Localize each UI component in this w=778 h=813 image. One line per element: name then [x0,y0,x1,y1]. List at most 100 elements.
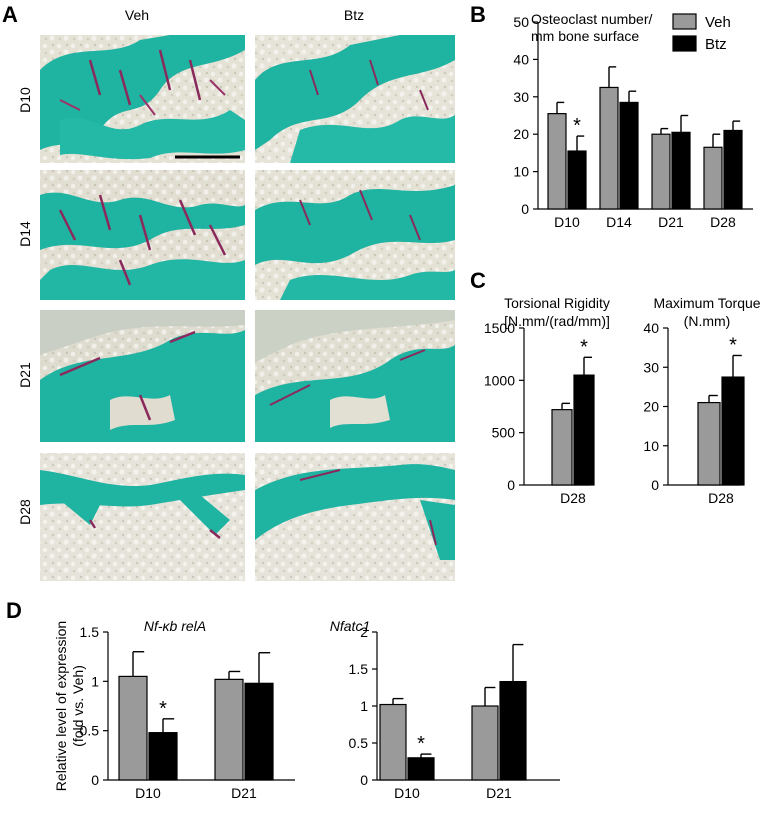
chart-title-line: mm bone surface [531,28,639,44]
histology-image-btz-d14 [255,170,455,300]
bar-veh-d10 [118,675,148,781]
chart-title: Maximum Torque (N.mm) [653,295,760,329]
chart-title: Nf-κb relA [144,618,206,634]
histology-image-btz-d21 [255,310,455,442]
bar-btz-d10 [148,732,178,781]
chart-title: Osteoclast number/mm bone surface [531,11,652,44]
y-axis-label: Relative level of expression(fold vs. Ve… [53,621,86,791]
bar-veh-d21 [214,678,244,781]
y-tick-label: 1.5 [349,661,369,677]
chart-title-line: Nfatc1 [330,618,370,634]
y-tick-label: 2 [360,624,368,640]
histology-col-label-btz: Btz [344,7,364,23]
bar-btz-d21 [244,682,274,781]
chart-nfkb-rela: Nf-κb relA Relative level of expression(f… [53,618,295,801]
bar-btz-d14 [619,101,639,210]
significance-marker: * [417,733,425,755]
y-tick-label: 40 [513,51,529,67]
histology-image-veh-d14 [40,170,245,300]
y-tick-label: 30 [513,89,529,105]
y-tick-label: 20 [643,399,659,415]
legend-label-veh: Veh [705,14,731,31]
x-tick-label: D28 [560,490,586,506]
legend-label-btz: Btz [705,36,727,53]
bar-btz-d10 [567,150,587,210]
y-tick-label: 1 [360,698,368,714]
chart-maximum-torque: Maximum Torque (N.mm) 0 10 20 30 40 D28 * [643,295,760,506]
bar-veh-d21 [651,133,671,210]
y-tick-label: 0 [360,772,368,788]
y-tick-label: 10 [643,438,659,454]
y-tick-label: 0.5 [80,723,100,739]
chart-title-line: Nf-κb relA [144,618,206,634]
y-tick-label: 0 [507,477,515,493]
histology-image-btz-d10 [255,35,455,163]
panel-letter-b: B [470,2,486,27]
y-tick-label: 0 [521,201,529,217]
x-tick-label: D10 [554,214,580,230]
y-tick-label: 10 [513,164,529,180]
bar-btz-d28 [721,376,745,486]
bar-veh-d10 [379,703,407,781]
x-tick-label: D28 [708,490,734,506]
panel-letter-d: D [6,598,22,623]
chart-title: Torsional Rigidity [N.mm/(rad/mm)] [504,295,610,329]
y-tick-label: 30 [643,359,659,375]
bar-btz-d10 [407,757,435,781]
histology-row-label-d10: D10 [17,87,33,113]
panel-letter-a: A [2,2,18,27]
significance-marker: * [573,115,581,137]
histology-row-label-d28: D28 [17,499,33,525]
y-axis-label-line: Relative level of expression [53,621,69,791]
y-tick-label: 20 [513,126,529,142]
x-tick-label: D28 [710,214,736,230]
bar-veh-d28 [703,146,723,210]
y-tick-label: 40 [643,320,659,336]
chart-title-line: Torsional Rigidity [504,295,610,311]
y-tick-label: 1 [91,673,99,689]
bar-btz-d21 [499,680,527,781]
significance-marker: * [159,698,167,720]
y-axis-label-line: (fold vs. Veh) [70,665,86,747]
bar-veh-d28 [697,401,721,486]
chart-torsional-rigidity: Torsional Rigidity [N.mm/(rad/mm)] 0 500 100… [484,295,610,506]
legend-swatch-veh [672,13,697,30]
bar-veh-d14 [599,86,619,210]
x-tick-label: D21 [658,214,684,230]
x-tick-label: D21 [231,785,257,801]
y-tick-label: 1000 [484,372,515,388]
significance-marker: * [580,336,588,358]
histology-image-veh-d21 [40,310,245,442]
x-tick-label: D10 [394,785,420,801]
chart-title-line: (N.mm) [684,313,731,329]
panel-letter-c: C [470,268,486,293]
bar-btz-d28 [723,129,743,210]
chart-osteoclast-number: Osteoclast number/mm bone surface 0 10 20 30… [513,11,753,230]
x-tick-label: D21 [486,785,512,801]
chart-nfatc1: Nfatc1 0 0.5 1 1.5 2 D10 D21 * [330,618,560,801]
legend-swatch-btz [672,35,697,52]
chart-title: Nfatc1 [330,618,370,634]
histology-col-label-veh: Veh [125,7,149,23]
x-tick-label: D14 [606,214,632,230]
y-tick-label: 0.5 [349,735,369,751]
histology-image-veh-d28 [40,453,245,581]
y-tick-label: 1.5 [80,624,100,640]
histology-row-label-d14: D14 [17,221,33,247]
x-tick-label: D10 [135,785,161,801]
y-tick-label: 0 [651,477,659,493]
y-tick-label: 50 [513,14,529,30]
chart-title-line: Maximum Torque [653,295,760,311]
bar-veh-d10 [547,113,567,210]
significance-marker: * [729,334,737,356]
histology-image-veh-d10 [40,35,245,163]
chart-title-line: Osteoclast number/ [531,11,652,27]
histology-row-label-d21: D21 [17,362,33,388]
y-tick-label: 1500 [484,320,515,336]
y-tick-label: 500 [492,425,516,441]
chart-title-line: [N.mm/(rad/mm)] [504,313,610,329]
bar-veh-d28 [551,409,573,486]
bar-btz-d28 [573,374,595,486]
histology-image-btz-d28 [255,453,455,581]
